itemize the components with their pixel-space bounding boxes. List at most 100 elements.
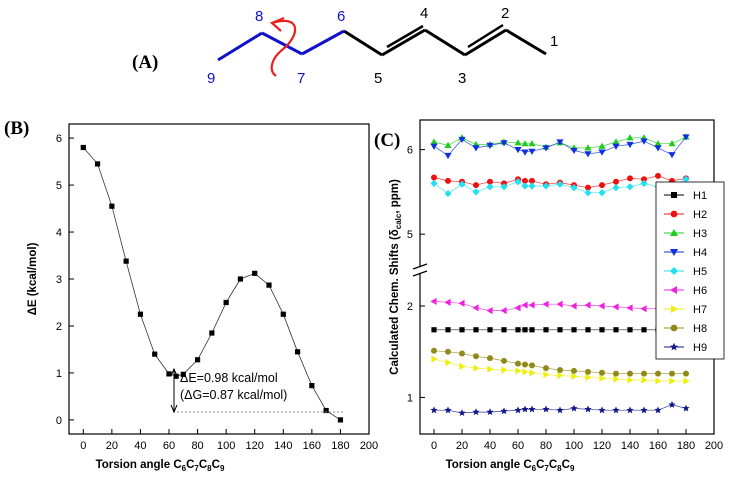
chart-c-point-h6 — [528, 301, 535, 309]
chart-c-x-tick-label: 80 — [540, 440, 552, 452]
chart-b-y-tick-label: 4 — [56, 227, 62, 239]
chart-c-point-h4 — [542, 145, 550, 152]
chart-b-y-tick-label: 1 — [56, 368, 62, 380]
chart-c-point-h9 — [598, 406, 606, 414]
chart-c-y-tick-label: 6 — [407, 145, 413, 157]
chart-c-point-h5 — [584, 189, 592, 197]
delta-e-arrowhead-top-icon — [170, 367, 178, 377]
chart-c-point-h2 — [445, 177, 451, 184]
chart-c-point-h8 — [529, 362, 535, 369]
chart-c-point-h7 — [501, 366, 508, 374]
chart-c-point-h7 — [571, 372, 578, 380]
chart-c-point-h2 — [641, 176, 647, 183]
chart-c-point-h6 — [486, 306, 493, 315]
chart-b-point — [194, 357, 201, 363]
chart-b-point — [152, 351, 158, 357]
chart-c-point-h6 — [626, 304, 633, 312]
chart-c-point-h4 — [654, 145, 662, 152]
chart-b-point — [309, 383, 315, 389]
chart-c-y-axis-label: Calculated Chem. Shifts (δcalc, ppm) — [389, 179, 403, 375]
chart-c-point-h8 — [487, 355, 493, 362]
chart-c-point-h5 — [570, 184, 578, 192]
bond-c4-c3 — [424, 28, 466, 57]
chart-b-series-line — [82, 147, 341, 421]
chart-c-point-h2 — [585, 184, 591, 191]
chart-c-point-h5 — [486, 183, 494, 191]
chart-c-point-h5 — [640, 179, 648, 188]
chart-c-point-h8 — [641, 370, 647, 377]
chart-c-point-h4 — [458, 136, 466, 144]
chart-b-x-axis-label: Torsion angle C6C7C8C9 — [96, 459, 225, 473]
chart-c-point-h8 — [557, 367, 563, 373]
chart-c-point-h5 — [556, 180, 564, 188]
chart-c-y-tick-label: 2 — [407, 301, 413, 313]
chart-c-point-h1 — [487, 327, 493, 333]
chart-c-point-h9 — [444, 406, 452, 414]
chart-c-point-h6 — [612, 303, 619, 311]
shifts-chart: (C) 0 20 40 60 80 100 120 140 160 180 200 1 2 5 6 Calc… — [374, 119, 725, 473]
atom-label-5: 5 — [374, 70, 382, 87]
chart-c-point-h5 — [612, 184, 620, 192]
chart-c-point-h4 — [584, 151, 592, 158]
chart-b-y-tick-label: 3 — [56, 274, 62, 286]
chart-c-point-h8 — [515, 360, 521, 367]
panel-label-a: (A) — [132, 52, 158, 73]
chart-c-point-h1 — [473, 327, 479, 333]
chart-b-point — [80, 144, 86, 151]
chart-c-point-h9 — [626, 406, 634, 414]
chart-c-point-h1 — [543, 327, 549, 333]
chart-c-series-line-h9 — [434, 404, 687, 414]
chart-c-point-h7 — [487, 365, 494, 373]
legend-label-h3: H3 — [693, 228, 707, 240]
chart-b-x-tick-label: 180 — [331, 440, 349, 452]
chart-c-point-h4 — [514, 147, 522, 154]
chart-c-point-h1 — [599, 327, 605, 333]
chart-c-point-h3 — [668, 140, 676, 147]
chart-c-point-h7 — [515, 367, 522, 375]
chart-b-x-tick-label: 200 — [360, 440, 378, 452]
chart-c-point-h1 — [529, 327, 535, 333]
chart-b-point — [280, 311, 286, 317]
chart-c-point-h9 — [654, 406, 662, 414]
chart-b-point — [323, 407, 329, 414]
chart-c-point-h6 — [556, 300, 563, 308]
chart-c-point-h7 — [599, 374, 606, 382]
rotation-arrowhead-icon — [269, 16, 285, 32]
chart-c-point-h9 — [640, 406, 648, 414]
chart-b-point — [237, 276, 244, 282]
chart-c-point-h8 — [599, 369, 605, 376]
chart-c-point-h5 — [542, 182, 550, 190]
chart-c-point-h1 — [515, 327, 521, 333]
chart-c-point-h5 — [500, 183, 508, 191]
chart-c-point-h7 — [445, 359, 452, 367]
legend-label-h5: H5 — [693, 266, 707, 278]
legend-marker-h1 — [671, 192, 677, 198]
atom-label-6: 6 — [337, 8, 345, 25]
chart-c-point-h9 — [500, 407, 508, 415]
chart-b-point — [94, 161, 101, 167]
chart-b-x-tick-label: 0 — [80, 440, 86, 452]
chart-b-point — [166, 371, 172, 377]
atom-label-7: 7 — [297, 70, 305, 87]
legend-marker-h4 — [670, 249, 678, 256]
legend-label-h2: H2 — [693, 209, 707, 221]
chart-c-point-h1 — [501, 327, 507, 333]
chart-c-point-h7 — [641, 376, 648, 384]
chart-c-point-h2 — [431, 174, 437, 181]
chart-c-point-h8 — [683, 370, 689, 377]
legend-marker-h8 — [670, 324, 678, 332]
chart-c-point-h5 — [521, 182, 529, 190]
chart-c-point-h6 — [472, 304, 479, 312]
chart-c-point-h4 — [472, 145, 480, 152]
legend-marker-h9 — [670, 342, 678, 351]
chart-c-point-h8 — [522, 361, 528, 368]
chart-c-x-tick-label: 20 — [456, 440, 468, 452]
rotation-arrow-icon — [270, 19, 297, 77]
chart-c-point-h9 — [458, 409, 466, 417]
chart-b-x-tick-label: 40 — [134, 440, 146, 452]
chart-c-y-tick-label: 5 — [407, 229, 413, 241]
chart-c-point-h8 — [585, 368, 591, 375]
chart-c-point-h9 — [682, 404, 690, 412]
bond-c3-c2 — [464, 28, 507, 57]
chart-c-point-h7 — [529, 369, 536, 377]
